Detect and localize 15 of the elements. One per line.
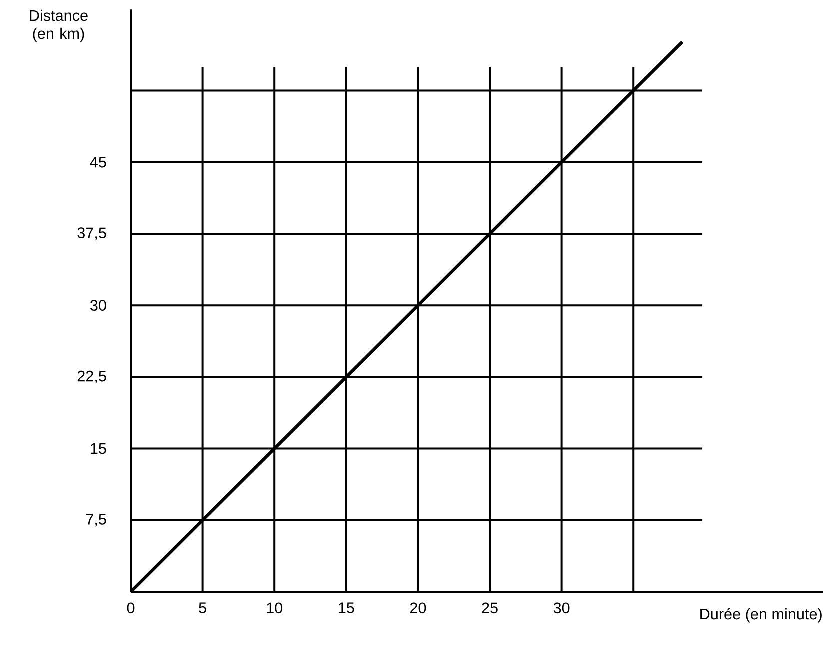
x-tick-label: 0 xyxy=(127,602,135,614)
x-axis-title: Durée (en minute) xyxy=(700,608,822,623)
x-tick-label: 20 xyxy=(410,602,426,614)
y-tick-label: 22,5 xyxy=(78,370,106,384)
x-tick-label: 5 xyxy=(199,602,206,614)
y-tick-label: 15 xyxy=(91,443,106,454)
x-tick-label: 25 xyxy=(482,602,498,614)
y-tick-label: 7,5 xyxy=(86,514,106,527)
y-axis-title: Distance (en km) xyxy=(30,10,88,42)
x-tick-label: 15 xyxy=(339,602,354,614)
x-tick-label: 30 xyxy=(554,602,570,614)
x-tick-label: 10 xyxy=(267,602,283,614)
y-tick-label: 37,5 xyxy=(78,228,106,240)
y-tick-label: 30 xyxy=(90,300,106,312)
y-tick-label: 45 xyxy=(90,157,106,168)
